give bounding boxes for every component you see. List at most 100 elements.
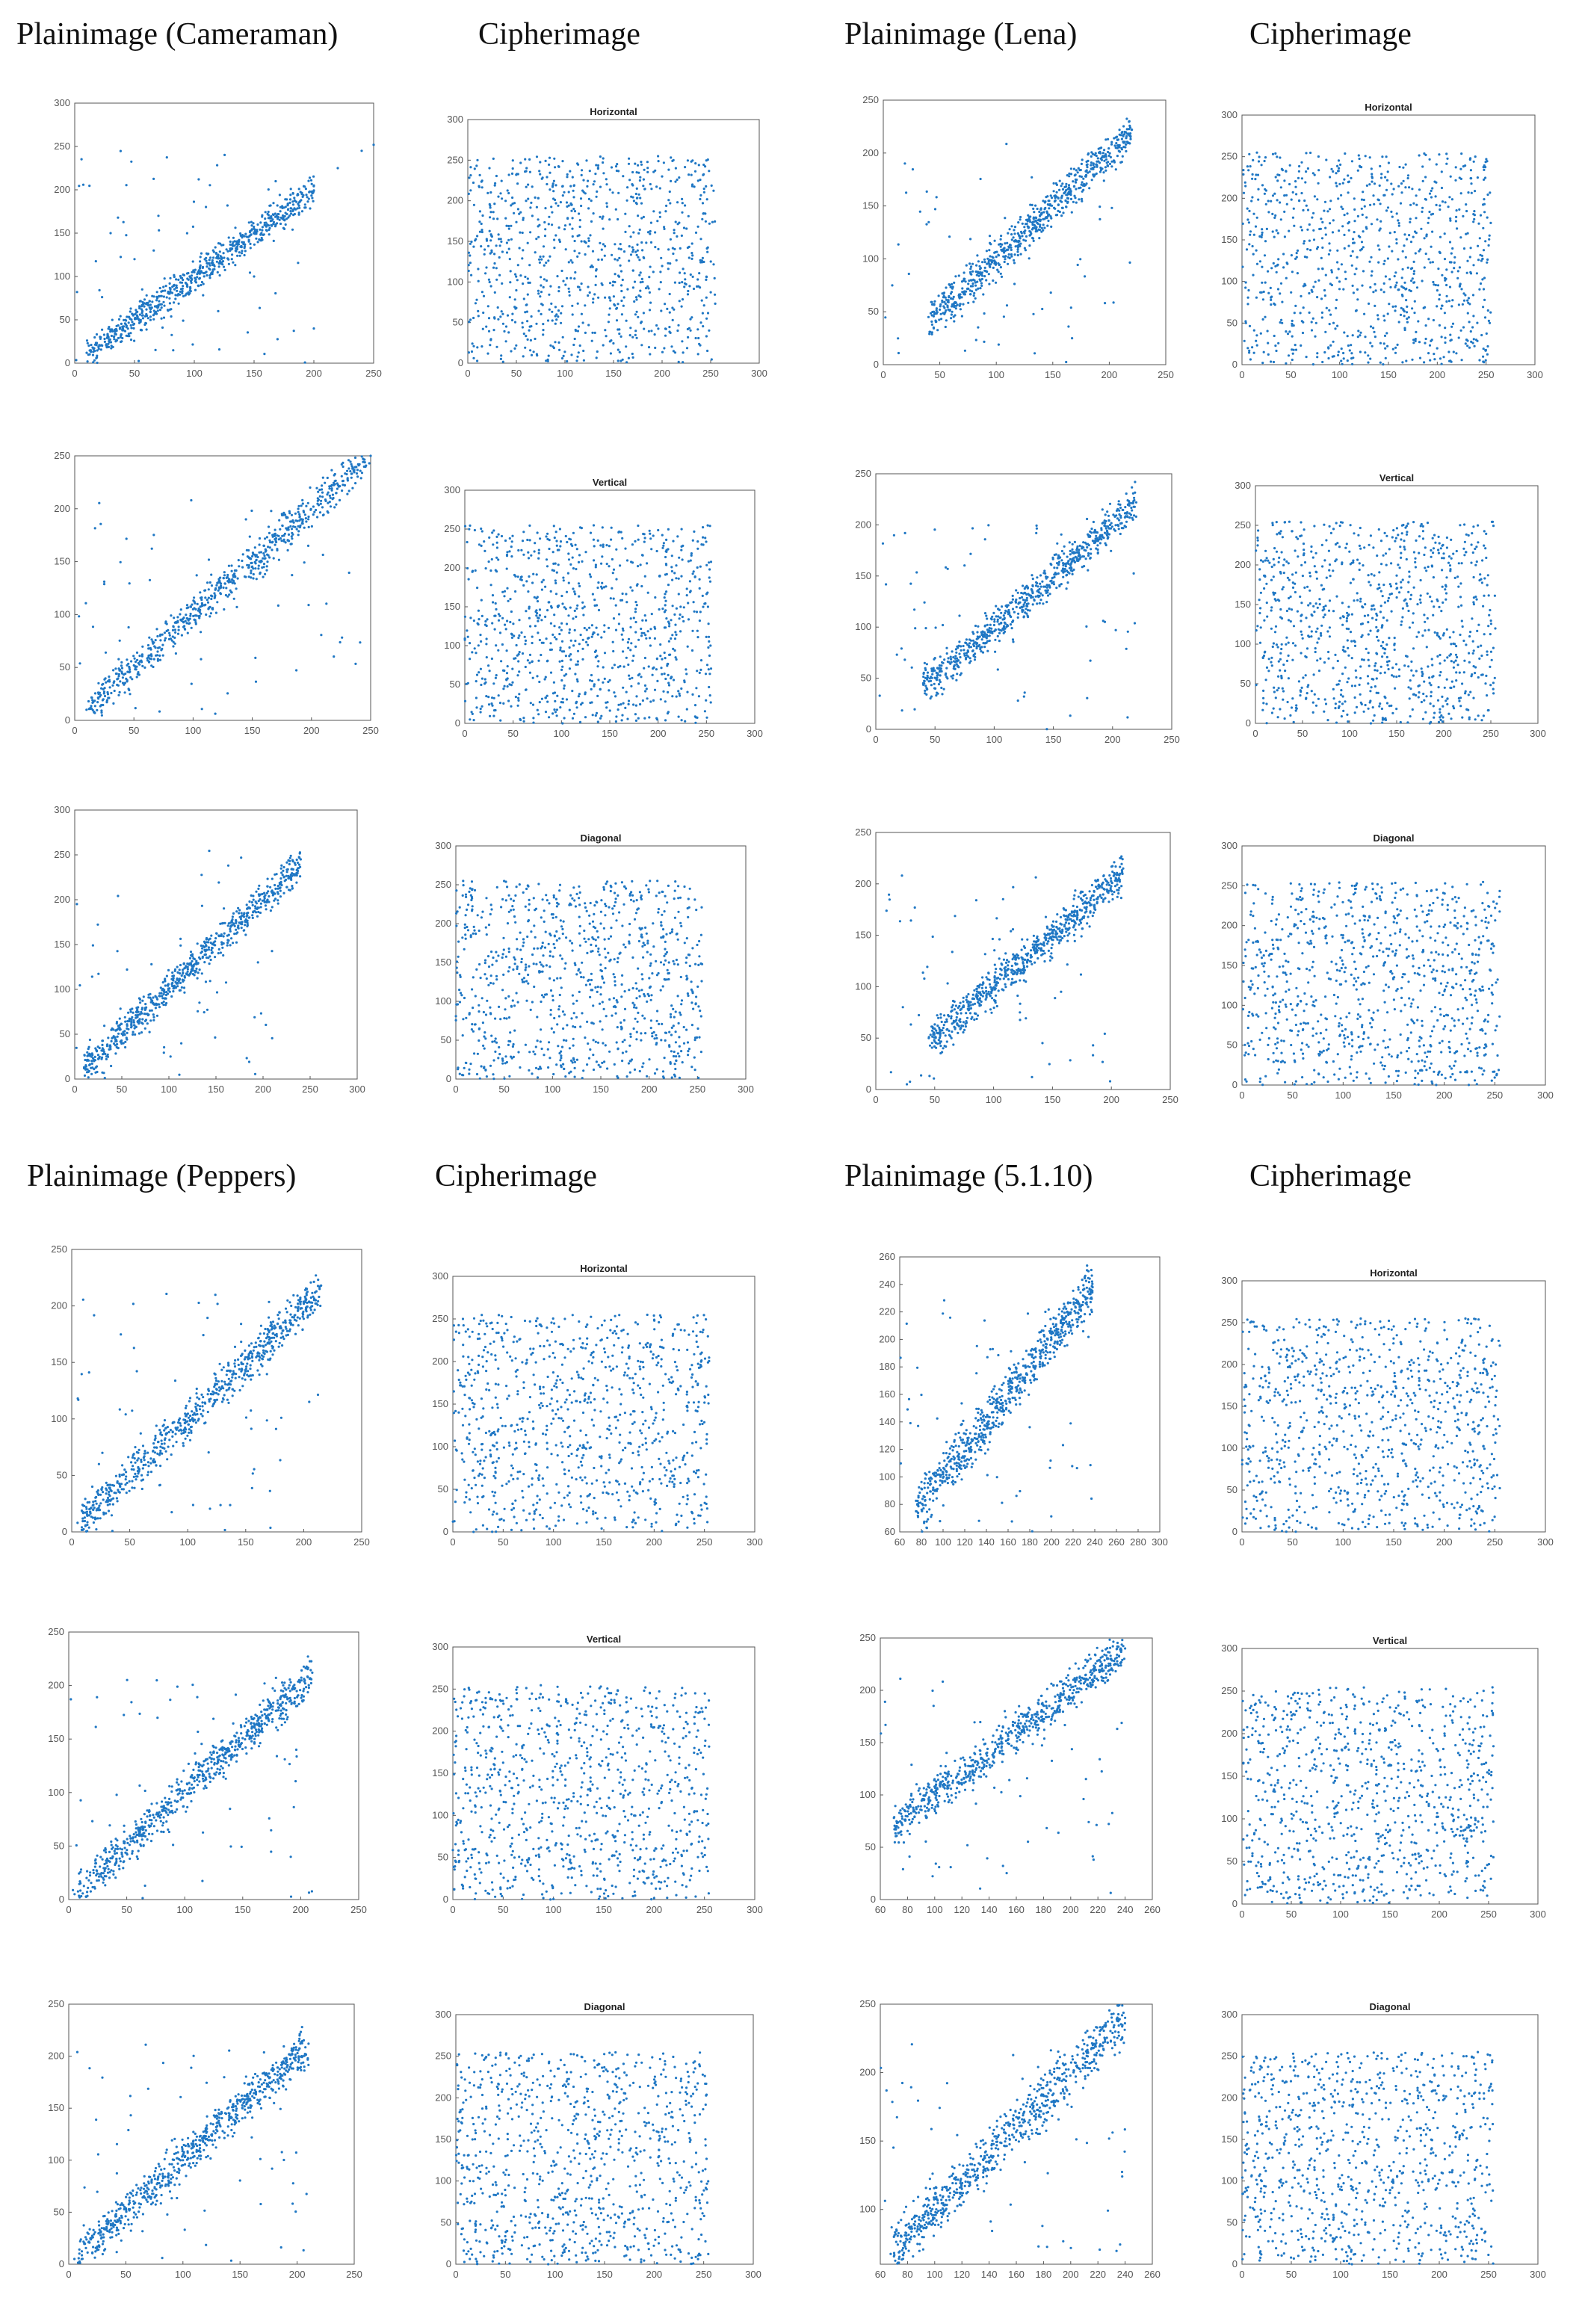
- data-point: [1309, 249, 1312, 252]
- data-point: [200, 252, 203, 255]
- data-point: [552, 347, 555, 350]
- data-point: [1069, 173, 1073, 176]
- data-point: [472, 203, 475, 206]
- data-point: [551, 223, 554, 226]
- data-point: [654, 627, 657, 630]
- data-point: [643, 575, 646, 578]
- data-point: [588, 170, 591, 173]
- data-point: [646, 167, 649, 170]
- data-point: [505, 251, 509, 254]
- data-point: [327, 501, 330, 504]
- data-point: [971, 290, 974, 293]
- data-point: [685, 673, 688, 676]
- data-point: [234, 264, 237, 267]
- data-point: [351, 486, 354, 489]
- data-point: [527, 183, 530, 186]
- data-point: [940, 318, 943, 321]
- data-point: [934, 321, 937, 324]
- data-point: [200, 602, 203, 605]
- data-point: [231, 581, 234, 584]
- data-point: [276, 222, 279, 225]
- data-point: [564, 283, 567, 286]
- data-point: [1320, 297, 1323, 300]
- data-point: [655, 185, 658, 188]
- data-point: [1421, 179, 1424, 182]
- data-point: [905, 191, 908, 194]
- data-point: [250, 224, 253, 227]
- data-point: [1392, 188, 1395, 191]
- data-point: [137, 673, 140, 676]
- data-point: [1362, 230, 1365, 233]
- chart-title: Vertical: [593, 477, 627, 488]
- data-point: [979, 279, 982, 282]
- data-point: [1429, 359, 1432, 362]
- data-point: [1243, 339, 1246, 342]
- data-point: [101, 296, 104, 299]
- data-point: [1312, 211, 1315, 214]
- data-point: [467, 264, 470, 267]
- data-point: [601, 581, 604, 584]
- data-point: [1044, 206, 1047, 209]
- data-point: [129, 670, 132, 673]
- data-point: [110, 347, 113, 350]
- data-point: [109, 341, 113, 344]
- data-point: [649, 182, 652, 186]
- data-point: [253, 227, 256, 230]
- data-point: [1055, 183, 1058, 186]
- data-point: [1260, 164, 1263, 167]
- data-point: [1445, 283, 1448, 287]
- data-point: [548, 293, 551, 296]
- data-point: [230, 569, 233, 572]
- data-point: [688, 256, 690, 259]
- data-point: [1412, 202, 1415, 205]
- data-point: [929, 330, 932, 333]
- data-point: [702, 212, 705, 215]
- x-tick-label: 250: [702, 368, 719, 379]
- data-point: [1259, 332, 1262, 335]
- data-point: [260, 560, 263, 563]
- data-point: [333, 472, 336, 476]
- data-point: [1244, 281, 1247, 284]
- data-point: [643, 327, 646, 330]
- data-point: [308, 176, 312, 179]
- data-point: [1086, 166, 1089, 169]
- data-point: [138, 663, 141, 666]
- data-point: [494, 614, 497, 617]
- data-point: [102, 333, 105, 336]
- data-point: [1054, 197, 1057, 200]
- data-point: [1034, 204, 1037, 207]
- data-point: [680, 528, 683, 531]
- data-point: [925, 223, 928, 226]
- data-point: [663, 651, 666, 655]
- y-tick-label: 0: [458, 357, 463, 368]
- data-point: [1470, 191, 1473, 194]
- data-point: [528, 158, 531, 161]
- data-point: [532, 721, 535, 724]
- data-point: [1412, 339, 1415, 342]
- data-point: [510, 238, 513, 241]
- data-point: [362, 457, 365, 460]
- data-point: [575, 568, 578, 571]
- data-point: [291, 533, 294, 536]
- data-point: [1010, 246, 1013, 249]
- data-point: [491, 622, 494, 625]
- y-tick-label: 50: [60, 661, 70, 673]
- data-point: [986, 262, 989, 265]
- data-point: [186, 631, 189, 634]
- data-point: [220, 256, 223, 259]
- data-point: [1013, 253, 1016, 256]
- data-point: [1279, 218, 1282, 221]
- data-point: [1365, 227, 1368, 230]
- data-point: [1084, 175, 1087, 178]
- data-point: [249, 247, 252, 250]
- data-point: [1072, 185, 1075, 188]
- data-points: [1241, 151, 1492, 366]
- data-point: [359, 641, 362, 644]
- data-point: [634, 608, 637, 611]
- data-point: [1032, 239, 1035, 242]
- data-point: [1069, 167, 1072, 170]
- data-point: [669, 262, 672, 265]
- data-point: [528, 661, 531, 664]
- data-point: [179, 290, 182, 293]
- data-point: [1252, 158, 1255, 161]
